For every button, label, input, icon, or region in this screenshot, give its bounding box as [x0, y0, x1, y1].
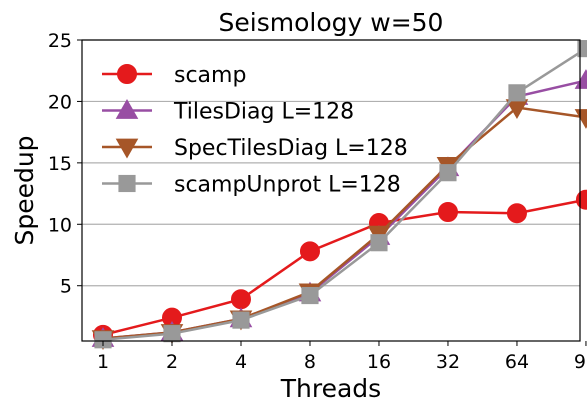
x-tick-label: 32	[436, 351, 460, 373]
legend-marker	[115, 99, 139, 119]
x-tick-label: 64	[505, 351, 529, 373]
x-tick-label: 8	[304, 351, 316, 373]
legend-label: scampUnprot L=128	[174, 173, 401, 198]
legend-label: TilesDiag L=128	[173, 100, 354, 125]
legend-marker	[118, 174, 136, 193]
y-axis-label: Speedup	[10, 135, 39, 245]
data-point	[299, 241, 320, 262]
series-scampunprot-l-128	[94, 40, 587, 349]
x-tick-label: 4	[235, 351, 247, 373]
y-tick-label: 10	[48, 214, 72, 236]
legend-label: SpecTilesDiag L=128	[174, 136, 408, 161]
x-axis-label: Threads	[280, 374, 381, 403]
legend-item: scamp	[102, 63, 246, 88]
data-point	[506, 203, 527, 224]
data-point	[163, 325, 181, 343]
x-tick-label: 2	[166, 351, 178, 373]
legend-item: SpecTilesDiag L=128	[102, 136, 408, 161]
legend-label: scamp	[174, 63, 246, 88]
data-point	[577, 40, 587, 58]
legend-item: scampUnprot L=128	[102, 173, 401, 198]
plot-frame	[81, 39, 581, 342]
x-axis: 1 2 4 8 16 32 64 96	[97, 341, 587, 373]
data-point	[230, 289, 251, 310]
data-point	[574, 69, 587, 89]
data-point	[437, 202, 458, 222]
data-point	[301, 286, 319, 305]
legend-marker	[117, 64, 137, 84]
series-line	[102, 198, 587, 337]
series-scamp	[93, 189, 587, 345]
y-axis: 5 10 15 20 25	[48, 30, 82, 298]
legend-marker	[115, 138, 139, 159]
x-tick-label: 1	[97, 351, 109, 373]
y-tick-label: 20	[48, 91, 72, 113]
data-point	[232, 311, 250, 329]
x-tick-label: 96	[574, 351, 587, 373]
grid-lines	[82, 39, 580, 287]
data-point	[574, 109, 587, 129]
x-tick-label: 16	[367, 351, 391, 373]
data-point	[575, 189, 587, 210]
legend-item: TilesDiag L=128	[102, 99, 354, 125]
y-tick-label: 15	[48, 153, 72, 175]
data-point	[370, 234, 388, 252]
y-tick-label: 5	[60, 276, 72, 298]
data-point	[439, 164, 457, 182]
series-layer	[91, 40, 587, 351]
data-point	[94, 331, 112, 349]
legend: scamp TilesDiag L=128 SpecTilesDiag L=128 s…	[102, 63, 408, 198]
series-line	[102, 47, 587, 342]
y-tick-label: 25	[48, 30, 72, 52]
data-point	[508, 84, 526, 102]
chart-title: Seismology w=50	[219, 8, 444, 37]
